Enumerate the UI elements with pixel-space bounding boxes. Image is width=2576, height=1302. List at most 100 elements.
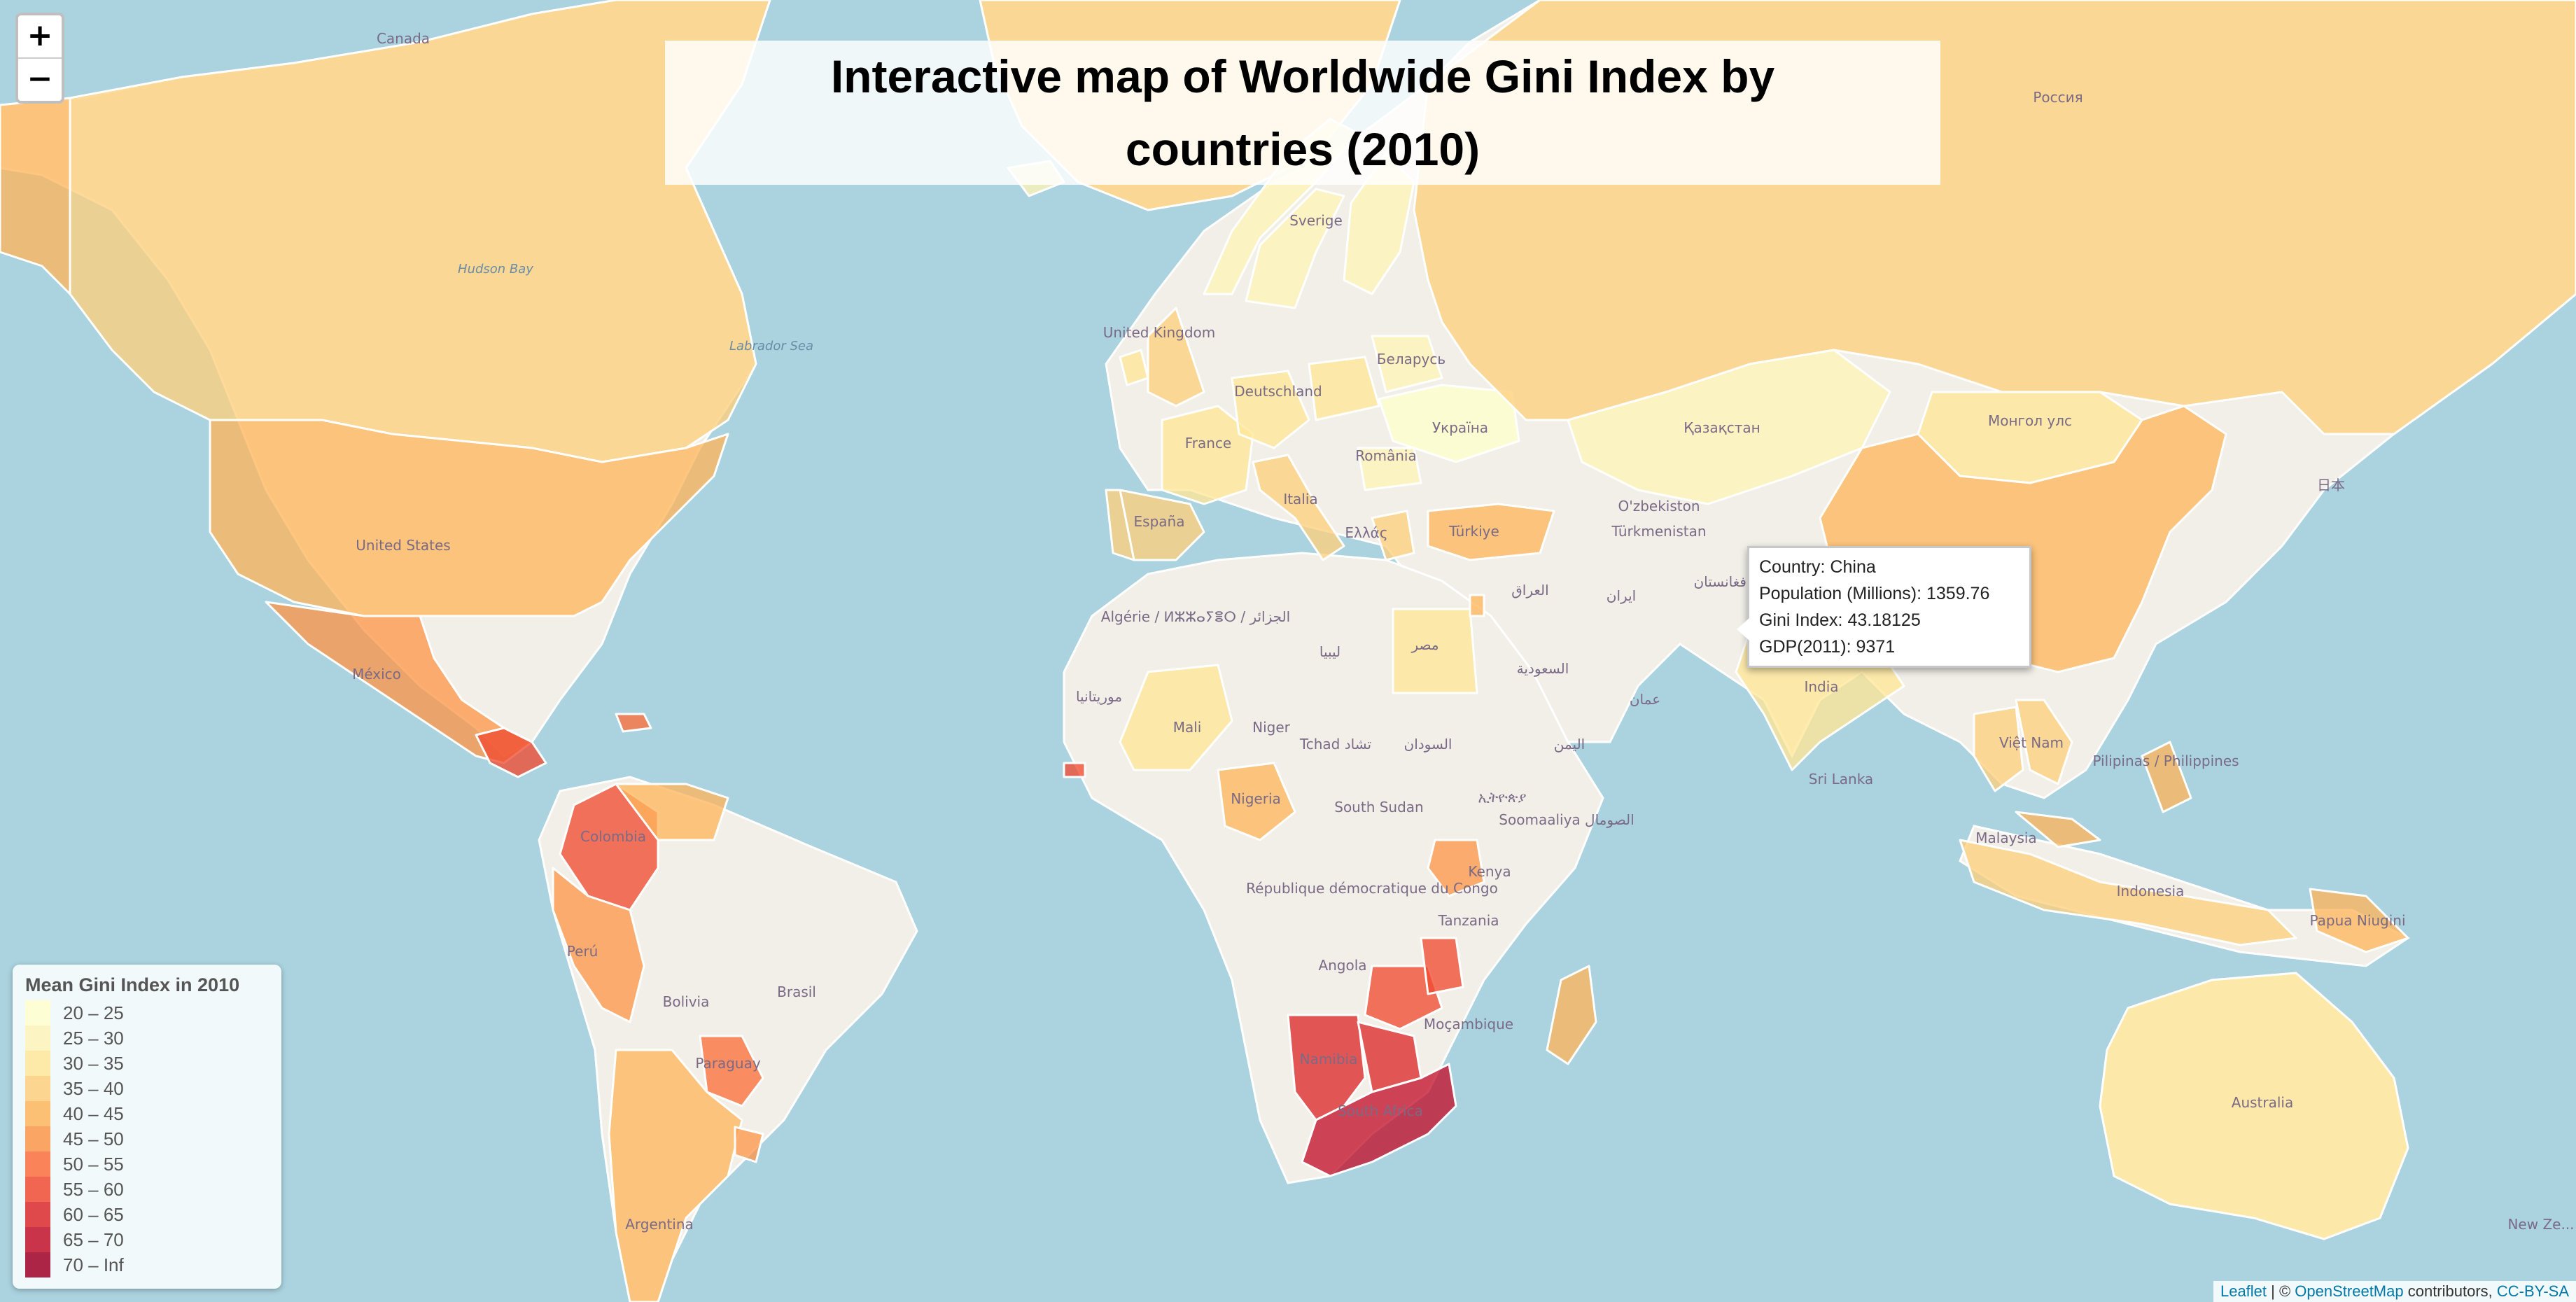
country-nigeria[interactable]: [1217, 762, 1296, 841]
country-madagascar[interactable]: [1546, 965, 1597, 1065]
country-philippines[interactable]: [2141, 741, 2192, 813]
country-egypt[interactable]: [1392, 608, 1478, 694]
country-sweden[interactable]: [1245, 188, 1345, 309]
legend-label: 30 – 35: [63, 1052, 124, 1074]
country-italy[interactable]: [1252, 454, 1345, 561]
place-label: 日本: [2317, 477, 2345, 493]
country-france[interactable]: [1161, 405, 1254, 505]
country-venezuela[interactable]: [615, 783, 729, 841]
place-label: Kenya: [1468, 863, 1511, 880]
country-thailand[interactable]: [1973, 706, 2024, 792]
country-greece[interactable]: [1371, 510, 1415, 561]
attribution: Leaflet | © OpenStreetMap contributors, …: [2213, 1281, 2576, 1302]
legend-item: 50 – 55: [25, 1152, 270, 1177]
legend-swatch: [25, 1000, 50, 1026]
country-ukraine[interactable]: [1378, 384, 1520, 463]
country-canada[interactable]: [69, 0, 771, 463]
legend-rows: 20 – 25 25 – 30 30 – 35 35 – 40 40 – 45 45 – …: [25, 1000, 270, 1278]
place-label: United States: [356, 537, 450, 554]
country-vietnam[interactable]: [2015, 699, 2073, 785]
country-germany[interactable]: [1231, 370, 1310, 449]
country-indonesia[interactable]: [1959, 839, 2297, 946]
country-kenya[interactable]: [1427, 839, 1485, 897]
leaflet-link[interactable]: Leaflet: [2220, 1282, 2267, 1300]
place-label: Paraguay: [695, 1055, 761, 1072]
place-label: South Sudan: [1334, 799, 1423, 816]
place-label: افغانستان: [1693, 573, 1750, 590]
legend-swatch: [25, 1227, 50, 1252]
legend-item: 35 – 40: [25, 1076, 270, 1101]
country-south-africa[interactable]: [1301, 1063, 1457, 1177]
place-label: Hudson Bay: [458, 262, 533, 276]
zoom-in-button[interactable]: +: [27, 18, 53, 53]
country-portugal[interactable]: [1105, 489, 1135, 561]
place-label: ኢትዮጵያ: [1478, 789, 1527, 806]
country-sierra-leone[interactable]: [1063, 762, 1086, 778]
country-uruguay[interactable]: [734, 1126, 764, 1163]
place-label: Mali: [1173, 719, 1202, 736]
tooltip-gini: Gini Index: 43.18125: [1759, 610, 1921, 630]
license-link[interactable]: CC-BY-SA: [2496, 1282, 2569, 1300]
legend-item: 65 – 70: [25, 1227, 270, 1252]
country-malaysia[interactable]: [2015, 811, 2101, 848]
legend-item: 25 – 30: [25, 1026, 270, 1051]
zoom-control: + −: [15, 13, 64, 104]
country-zambia[interactable]: [1364, 965, 1443, 1030]
country-dominican-republic[interactable]: [615, 713, 652, 733]
country-papua-new-guinea[interactable]: [2309, 888, 2409, 953]
legend-label: 20 – 25: [63, 1002, 124, 1023]
place-label: السودان: [1404, 736, 1452, 752]
place-label: Namibia: [1300, 1051, 1358, 1068]
place-label: Монгол улс: [1988, 412, 2072, 429]
country-united-kingdom[interactable]: [1147, 307, 1205, 407]
legend-swatch: [25, 1076, 50, 1101]
place-label: Pilipinas / Philippines: [2092, 752, 2239, 769]
osm-link[interactable]: OpenStreetMap: [2295, 1282, 2404, 1300]
legend-swatch: [25, 1252, 50, 1278]
place-label: ایران: [1606, 587, 1636, 604]
place-label: ليبيا: [1320, 643, 1340, 660]
place-label: Brasil: [777, 983, 816, 1000]
place-label: عمان: [1630, 691, 1660, 708]
country-malawi[interactable]: [1420, 937, 1464, 995]
country-argentina[interactable]: [608, 1049, 743, 1302]
country-central-america[interactable]: [475, 727, 547, 778]
legend-swatch: [25, 1051, 50, 1076]
country-australia[interactable]: [2099, 972, 2409, 1240]
legend-label: 40 – 45: [63, 1102, 124, 1124]
country-romania[interactable]: [1357, 447, 1422, 491]
place-label: Türkmenistan: [1611, 523, 1706, 540]
tooltip-gdp: GDP(2011): 9371: [1759, 637, 1896, 657]
place-label: Papua Niugini: [2309, 912, 2405, 929]
legend-label: 50 – 55: [63, 1153, 124, 1175]
place-label: Nigeria: [1231, 790, 1281, 807]
country-israel[interactable]: [1469, 594, 1485, 617]
country-peru[interactable]: [552, 867, 645, 1023]
legend-item: 40 – 45: [25, 1101, 270, 1126]
place-label: O'zbekiston: [1618, 498, 1700, 514]
country-mali[interactable]: [1119, 664, 1233, 771]
place-label: Soomaaliya الصومال: [1499, 811, 1634, 828]
place-label: العراق: [1511, 582, 1548, 598]
country-paraguay[interactable]: [699, 1035, 764, 1107]
place-label: Tanzania: [1437, 912, 1499, 929]
country-belarus[interactable]: [1371, 335, 1443, 393]
place-label: Deutschland: [1234, 383, 1322, 400]
country-ireland[interactable]: [1119, 349, 1149, 386]
place-label: Россия: [2033, 89, 2082, 106]
country-poland[interactable]: [1308, 356, 1380, 421]
zoom-out-button[interactable]: −: [18, 57, 62, 101]
country-united-states[interactable]: [209, 419, 729, 617]
place-label: Україна: [1432, 419, 1488, 436]
tooltip-country: Country: China: [1759, 557, 1876, 577]
attribution-sep: | ©: [2267, 1282, 2295, 1300]
tooltip-arrow: [1737, 618, 1749, 640]
country-turkey[interactable]: [1427, 503, 1555, 561]
attribution-contributors: contributors,: [2403, 1282, 2497, 1300]
legend-item: 45 – 50: [25, 1126, 270, 1152]
legend-title: Mean Gini Index in 2010: [25, 974, 240, 995]
legend-label: 70 – Inf: [63, 1254, 124, 1275]
place-label: New Ze...: [2507, 1216, 2574, 1233]
legend-label: 55 – 60: [63, 1178, 124, 1200]
